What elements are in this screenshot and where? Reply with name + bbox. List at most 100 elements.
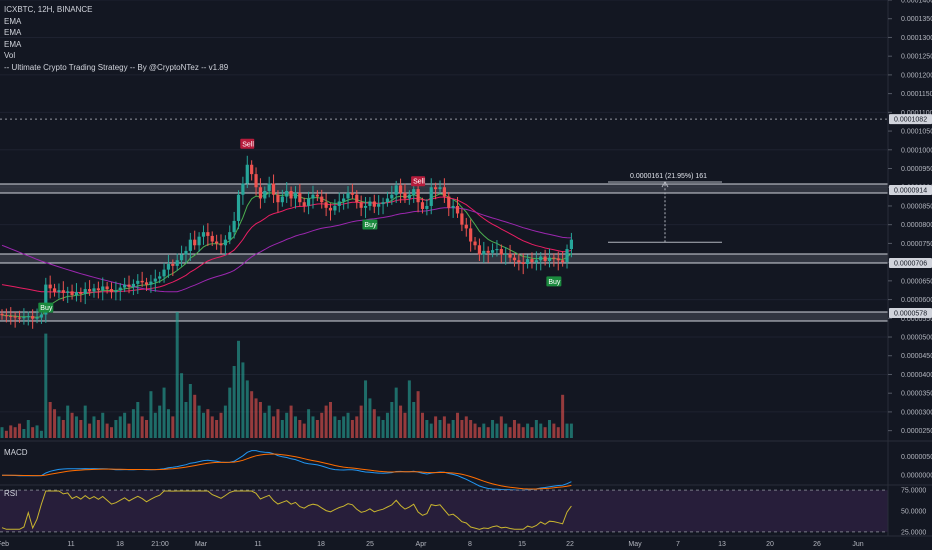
indicator-ema-3[interactable]: EMA	[4, 39, 22, 49]
candle[interactable]	[407, 190, 411, 205]
candle[interactable]	[258, 178, 263, 209]
candle[interactable]	[539, 252, 543, 271]
candle[interactable]	[149, 274, 153, 293]
candle[interactable]	[337, 192, 341, 213]
candle[interactable]	[346, 186, 350, 209]
candle[interactable]	[232, 211, 236, 239]
indicator-vol[interactable]: Vol	[4, 51, 16, 60]
candle[interactable]	[504, 247, 508, 265]
candle[interactable]	[530, 252, 534, 269]
candle[interactable]	[223, 235, 227, 256]
candle[interactable]	[381, 197, 385, 215]
candle[interactable]	[298, 183, 302, 207]
candle[interactable]	[0, 309, 4, 320]
candle[interactable]	[477, 238, 482, 262]
candle[interactable]	[197, 232, 201, 252]
candle[interactable]	[526, 254, 530, 269]
measure-tool[interactable]: 0.0000161 (21.95%) 161	[608, 173, 722, 243]
candle[interactable]	[368, 196, 372, 211]
candle[interactable]	[193, 230, 197, 250]
candle[interactable]	[114, 281, 118, 301]
candle[interactable]	[127, 275, 131, 294]
candle[interactable]	[22, 308, 26, 325]
candle[interactable]	[434, 182, 438, 200]
candle[interactable]	[534, 251, 538, 271]
candle[interactable]	[565, 244, 569, 269]
candle[interactable]	[123, 277, 127, 293]
candle[interactable]	[447, 192, 451, 217]
candle[interactable]	[394, 180, 398, 203]
candle[interactable]	[425, 199, 429, 216]
candle[interactable]	[44, 277, 48, 323]
candle[interactable]	[83, 282, 87, 305]
candle[interactable]	[26, 311, 30, 326]
candle[interactable]	[328, 203, 333, 221]
candle[interactable]	[508, 244, 512, 263]
candle[interactable]	[52, 283, 57, 297]
candle[interactable]	[263, 186, 267, 203]
candle[interactable]	[302, 197, 306, 213]
candle[interactable]	[271, 174, 276, 203]
indicator-strategy[interactable]: -- Ultimate Crypto Trading Strategy -- B…	[4, 62, 229, 72]
candle[interactable]	[372, 194, 376, 214]
candle[interactable]	[342, 193, 346, 210]
candle[interactable]	[118, 283, 122, 301]
candle[interactable]	[140, 271, 144, 287]
candle[interactable]	[280, 189, 284, 207]
candle[interactable]	[420, 197, 425, 214]
candle[interactable]	[429, 178, 433, 215]
candle[interactable]	[495, 240, 499, 257]
candle[interactable]	[105, 281, 109, 294]
candle[interactable]	[109, 282, 114, 299]
candle[interactable]	[556, 251, 560, 271]
candle[interactable]	[254, 167, 258, 196]
candle[interactable]	[101, 277, 105, 301]
candle[interactable]	[206, 223, 210, 247]
candles[interactable]	[0, 155, 573, 329]
candle[interactable]	[547, 248, 552, 268]
candle[interactable]	[201, 225, 206, 245]
candle[interactable]	[210, 231, 214, 247]
candle[interactable]	[552, 253, 556, 267]
candle[interactable]	[333, 199, 337, 215]
candle[interactable]	[158, 271, 162, 284]
candle[interactable]	[215, 234, 219, 250]
candle[interactable]	[267, 176, 271, 198]
candle[interactable]	[442, 178, 446, 203]
symbol-line[interactable]: ICXBTC, 12H, BINANCE	[4, 5, 93, 14]
candle[interactable]	[363, 196, 368, 218]
candle[interactable]	[57, 283, 61, 299]
candle[interactable]	[70, 284, 74, 300]
indicator-ema-1[interactable]: EMA	[4, 16, 22, 26]
candle[interactable]	[48, 275, 52, 299]
candle[interactable]	[166, 255, 171, 278]
candle[interactable]	[31, 309, 35, 329]
candle[interactable]	[17, 310, 22, 323]
candle[interactable]	[35, 308, 39, 324]
candle[interactable]	[276, 190, 280, 213]
candle[interactable]	[131, 279, 135, 296]
candle[interactable]	[92, 283, 96, 298]
candle[interactable]	[74, 283, 79, 302]
candle[interactable]	[390, 185, 394, 205]
candle[interactable]	[179, 245, 184, 267]
candle[interactable]	[521, 253, 525, 275]
candle[interactable]	[188, 232, 192, 262]
candle[interactable]	[464, 217, 468, 237]
candle[interactable]	[96, 281, 100, 299]
candle[interactable]	[490, 243, 495, 258]
candle[interactable]	[228, 225, 232, 245]
candle[interactable]	[289, 186, 293, 207]
candle[interactable]	[311, 185, 315, 209]
candle[interactable]	[219, 234, 223, 254]
candle[interactable]	[4, 308, 8, 323]
candle[interactable]	[162, 262, 166, 283]
candle[interactable]	[460, 208, 464, 232]
candle[interactable]	[153, 269, 157, 292]
candle[interactable]	[285, 181, 289, 203]
candle[interactable]	[171, 259, 175, 276]
candle[interactable]	[250, 160, 254, 181]
candle[interactable]	[175, 253, 179, 271]
candle[interactable]	[79, 287, 83, 303]
